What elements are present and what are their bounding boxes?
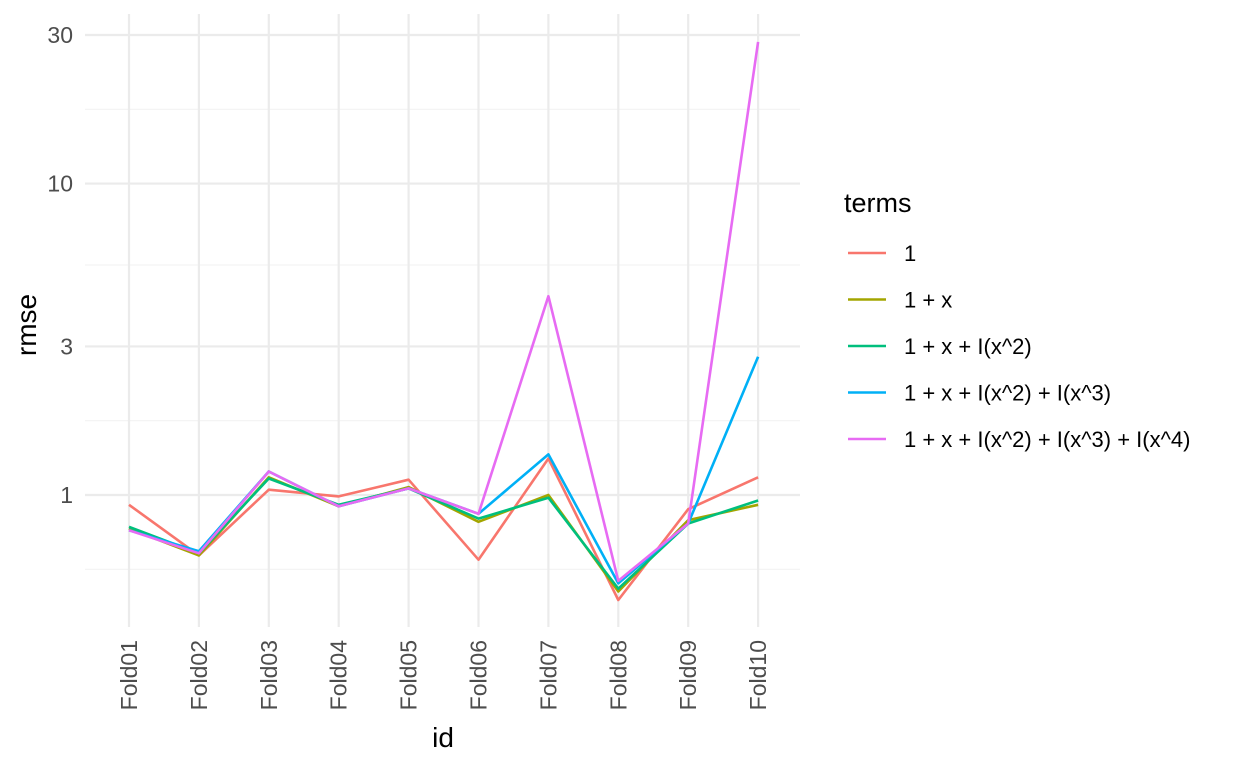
y-tick-label-1: 3 bbox=[60, 333, 73, 359]
legend-label-2: 1 + x + I(x^2) bbox=[904, 334, 1032, 359]
legend-label-4: 1 + x + I(x^2) + I(x^3) + I(x^4) bbox=[904, 427, 1191, 452]
x-axis-title: id bbox=[432, 722, 454, 753]
x-tick-label-0: Fold01 bbox=[116, 640, 142, 710]
x-tick-label-3: Fold04 bbox=[326, 640, 352, 711]
series-line-3 bbox=[128, 356, 760, 585]
y-tick-label-2: 10 bbox=[47, 171, 73, 197]
x-tick-label-1: Fold02 bbox=[186, 640, 212, 710]
series-line-2 bbox=[128, 477, 759, 591]
x-tick-label-4: Fold05 bbox=[396, 640, 422, 710]
x-tick-label-9: Fold10 bbox=[745, 640, 771, 710]
legend-items: 1 1 + x 1 + x + I(x^2) 1 + x + I(x^2) + I(x… bbox=[848, 241, 1191, 452]
series-line-4 bbox=[128, 41, 760, 583]
x-tick-label-6: Fold07 bbox=[535, 640, 561, 710]
x-tick-label-2: Fold03 bbox=[256, 640, 282, 710]
legend: terms 1 1 + x 1 + x + I(x^2) 1 + x + I(x^2)… bbox=[844, 188, 1191, 452]
x-tick-label-5: Fold06 bbox=[466, 640, 492, 710]
y-axis-title: rmse bbox=[11, 294, 42, 356]
legend-label-1: 1 + x bbox=[904, 288, 952, 313]
y-axis-ticks: 1 3 10 30 bbox=[47, 22, 73, 508]
grid bbox=[85, 14, 800, 627]
y-tick-label-0: 1 bbox=[60, 482, 73, 508]
x-tick-label-7: Fold08 bbox=[605, 640, 631, 710]
legend-label-3: 1 + x + I(x^2) + I(x^3) bbox=[904, 381, 1111, 406]
x-tick-label-8: Fold09 bbox=[675, 640, 701, 710]
legend-label-0: 1 bbox=[904, 241, 916, 266]
legend-title: terms bbox=[844, 188, 912, 218]
y-tick-label-3: 30 bbox=[47, 22, 73, 48]
x-axis-ticks: Fold01 Fold02 Fold03 Fold04 Fold05 Fold06 Fold… bbox=[116, 640, 771, 711]
series-lines bbox=[128, 41, 760, 602]
